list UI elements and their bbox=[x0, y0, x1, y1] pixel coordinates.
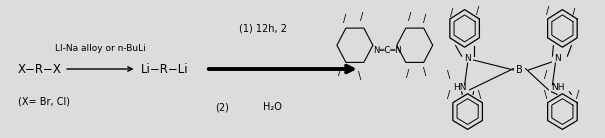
Text: \: \ bbox=[447, 70, 450, 80]
Text: N: N bbox=[554, 54, 561, 63]
Text: \: \ bbox=[478, 90, 481, 100]
Text: \: \ bbox=[358, 71, 362, 81]
Text: HN: HN bbox=[453, 83, 466, 92]
Text: /: / bbox=[544, 70, 547, 80]
Text: /: / bbox=[546, 6, 549, 16]
Text: B: B bbox=[516, 65, 523, 75]
Text: /: / bbox=[406, 69, 410, 79]
Text: \: \ bbox=[544, 90, 547, 100]
Text: /: / bbox=[572, 8, 575, 18]
Text: /: / bbox=[423, 14, 427, 23]
Text: (1) 12h, 2: (1) 12h, 2 bbox=[239, 23, 287, 33]
Text: X−R−X: X−R−X bbox=[18, 63, 62, 75]
Text: /: / bbox=[338, 67, 342, 77]
Text: (X= Br, Cl): (X= Br, Cl) bbox=[18, 97, 70, 107]
Text: Li−R−Li: Li−R−Li bbox=[141, 63, 188, 75]
Text: N═C═N: N═C═N bbox=[373, 46, 402, 55]
Text: N: N bbox=[464, 54, 471, 63]
Text: /: / bbox=[450, 8, 453, 18]
Text: /: / bbox=[360, 12, 364, 22]
Text: /: / bbox=[576, 90, 579, 100]
Text: /: / bbox=[476, 6, 479, 16]
Text: (2): (2) bbox=[215, 102, 229, 112]
Text: H₂O: H₂O bbox=[263, 102, 282, 112]
Text: LI-Na alloy or n-BuLi: LI-Na alloy or n-BuLi bbox=[55, 44, 146, 53]
Text: NH: NH bbox=[551, 83, 564, 92]
Text: \: \ bbox=[423, 67, 427, 77]
Text: /: / bbox=[343, 14, 347, 23]
Text: /: / bbox=[408, 12, 411, 22]
Text: /: / bbox=[447, 90, 450, 100]
